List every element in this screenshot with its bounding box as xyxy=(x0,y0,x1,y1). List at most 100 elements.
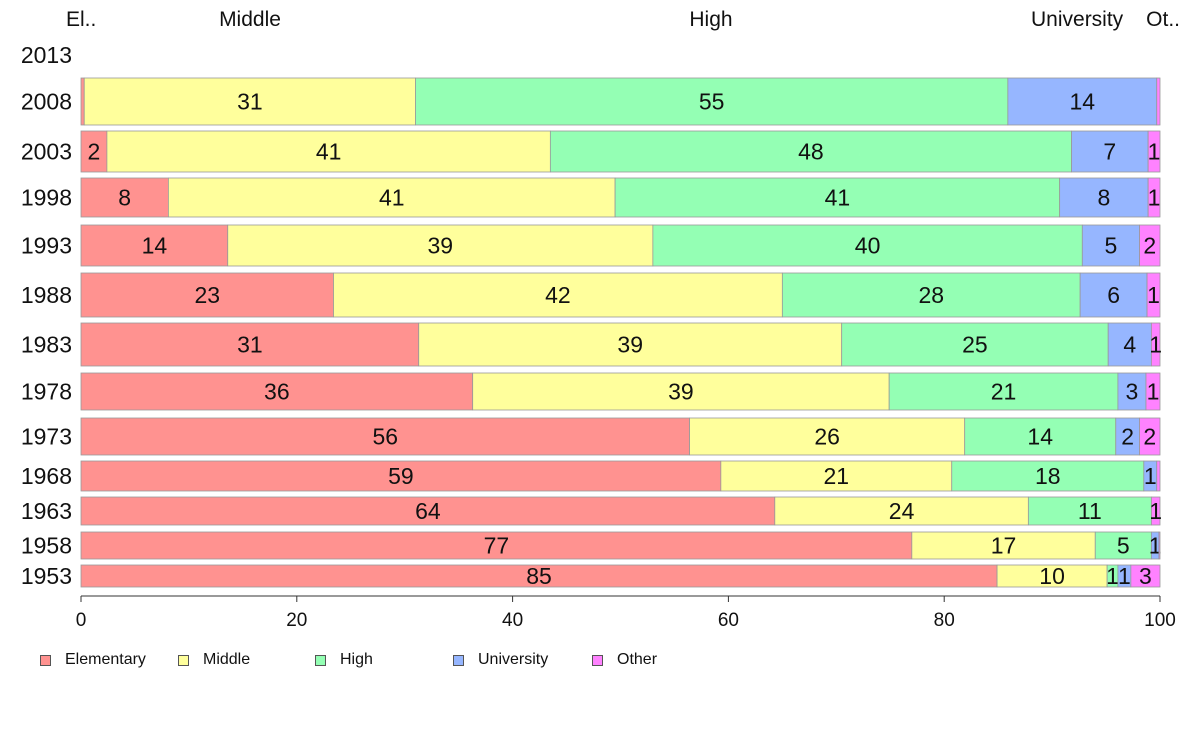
top-label-middle: Middle xyxy=(219,8,281,31)
bar-1993-high xyxy=(652,224,1083,267)
legend-item-middle: Middle xyxy=(178,651,250,669)
bar-row-1988: 23 42 28 6 1 xyxy=(80,272,1161,318)
legend-swatch-high xyxy=(315,654,326,666)
legend-swatch-university xyxy=(453,654,464,666)
data-label-1978-university: 3 xyxy=(1126,379,1139,405)
bar-row-1953: 85 10 1 1 3 xyxy=(80,563,1161,589)
bar-1988-university xyxy=(1079,272,1148,318)
legend-label-other: Other xyxy=(617,651,658,668)
bar-1983-elementary xyxy=(80,322,420,367)
bar-1983-university xyxy=(1107,322,1152,367)
legend-item-elementary: Elementary xyxy=(40,651,146,669)
data-label-1983-middle: 39 xyxy=(617,332,643,358)
x-tick-label-100: 100 xyxy=(1144,610,1176,631)
bar-2003-university xyxy=(1071,130,1149,173)
data-label-1993-university: 5 xyxy=(1105,233,1118,259)
data-label-1978-high: 21 xyxy=(991,379,1017,405)
y-tick-label-2013: 2013 xyxy=(21,42,72,68)
data-label-1963-middle: 24 xyxy=(889,498,915,524)
top-label-university: University xyxy=(1031,8,1124,31)
bar-1993-elementary xyxy=(80,224,229,267)
y-tick-label-1993: 1993 xyxy=(21,233,72,259)
bar-row-1963: 64 24 11 1 xyxy=(80,496,1162,526)
bar-2008-other xyxy=(1156,77,1161,126)
legend-label-elementary: Elementary xyxy=(65,651,146,668)
bar-row-1983: 31 39 25 4 1 xyxy=(80,322,1162,367)
bar-1983-high xyxy=(841,322,1109,367)
x-tick-label-60: 60 xyxy=(718,610,739,631)
bar-1958-middle xyxy=(911,531,1096,560)
y-tick-label-2008: 2008 xyxy=(21,89,72,115)
bar-2003-other xyxy=(1147,130,1161,173)
data-label-1953-elementary: 85 xyxy=(526,563,552,589)
bar-1978-university xyxy=(1117,372,1147,411)
x-tick-label-20: 20 xyxy=(286,610,307,631)
bar-1963-other xyxy=(1150,496,1161,526)
data-label-1963-high: 11 xyxy=(1078,498,1102,524)
bar-row-1958: 77 17 5 1 xyxy=(80,531,1162,560)
bar-1988-elementary xyxy=(80,272,334,318)
legend-swatch-other xyxy=(592,654,603,666)
bar-1958-high xyxy=(1094,531,1152,560)
bar-2003-middle xyxy=(106,130,551,173)
data-label-1963-elementary: 64 xyxy=(415,498,441,524)
y-tick-label-1968: 1968 xyxy=(21,463,72,489)
bar-1988-middle xyxy=(333,272,783,318)
data-label-1978-middle: 39 xyxy=(668,379,694,405)
legend-item-university: University xyxy=(453,651,548,669)
y-tick-label-1978: 1978 xyxy=(21,379,72,405)
y-tick-label-1953: 1953 xyxy=(21,563,72,589)
data-label-1983-elementary: 31 xyxy=(237,332,263,358)
bar-1968-high xyxy=(951,460,1145,492)
bar-1988-other xyxy=(1146,272,1161,318)
data-label-1968-university: 1 xyxy=(1144,463,1157,489)
data-label-1978-elementary: 36 xyxy=(264,379,290,405)
data-label-1973-university: 2 xyxy=(1121,424,1134,450)
bar-1978-high xyxy=(888,372,1119,411)
data-label-1993-elementary: 14 xyxy=(142,233,168,259)
data-label-1973-high: 14 xyxy=(1027,424,1053,450)
bar-1993-university xyxy=(1081,224,1140,267)
bar-row-1978: 36 39 21 3 1 xyxy=(80,372,1161,411)
data-label-1973-elementary: 56 xyxy=(372,424,398,450)
y-tick-label-1998: 1998 xyxy=(21,185,72,211)
legend-swatch-elementary xyxy=(40,654,51,666)
bar-row-1998: 8 41 41 8 1 xyxy=(80,177,1161,218)
bar-2008-elementary xyxy=(80,77,85,126)
bar-row-2003: 2 41 48 7 1 xyxy=(80,130,1161,173)
data-label-1998-middle: 41 xyxy=(379,185,405,211)
bar-row-1973: 56 26 14 2 2 xyxy=(80,417,1161,456)
top-label-el-: El.. xyxy=(66,8,96,31)
legend-item-high: High xyxy=(315,651,373,669)
data-label-1978-other: 1 xyxy=(1147,379,1160,405)
y-tick-label-1988: 1988 xyxy=(21,282,72,308)
y-tick-label-1973: 1973 xyxy=(21,424,72,450)
bar-1953-other xyxy=(1130,564,1161,588)
bar-1998-other xyxy=(1147,177,1161,218)
data-label-1958-elementary: 77 xyxy=(484,533,510,559)
data-label-1993-middle: 39 xyxy=(428,233,454,259)
data-label-1953-other: 3 xyxy=(1139,563,1152,589)
data-label-1988-middle: 42 xyxy=(545,282,571,308)
y-tick-label-1958: 1958 xyxy=(21,533,72,559)
data-label-1983-university: 4 xyxy=(1123,332,1136,358)
data-label-1958-middle: 17 xyxy=(991,533,1017,559)
bar-1993-other xyxy=(1139,224,1161,267)
legend-label-high: High xyxy=(340,651,373,668)
data-label-1973-other: 2 xyxy=(1143,424,1156,450)
bar-row-1968: 59 21 18 1 xyxy=(80,460,1161,492)
data-label-1998-university: 8 xyxy=(1097,185,1110,211)
bar-1978-middle xyxy=(472,372,890,411)
y-tick-label-2003: 2003 xyxy=(21,139,72,165)
data-label-1953-high: 1 xyxy=(1106,563,1119,589)
data-label-1973-middle: 26 xyxy=(814,424,840,450)
data-label-1968-high: 18 xyxy=(1035,463,1061,489)
bar-2008-middle xyxy=(83,77,416,126)
bar-1968-middle xyxy=(720,460,953,492)
data-label-1988-other: 1 xyxy=(1147,282,1160,308)
data-label-1988-elementary: 23 xyxy=(194,282,220,308)
bar-1983-other xyxy=(1150,322,1161,367)
data-label-1983-high: 25 xyxy=(962,332,988,358)
data-label-1983-other: 1 xyxy=(1149,332,1162,358)
